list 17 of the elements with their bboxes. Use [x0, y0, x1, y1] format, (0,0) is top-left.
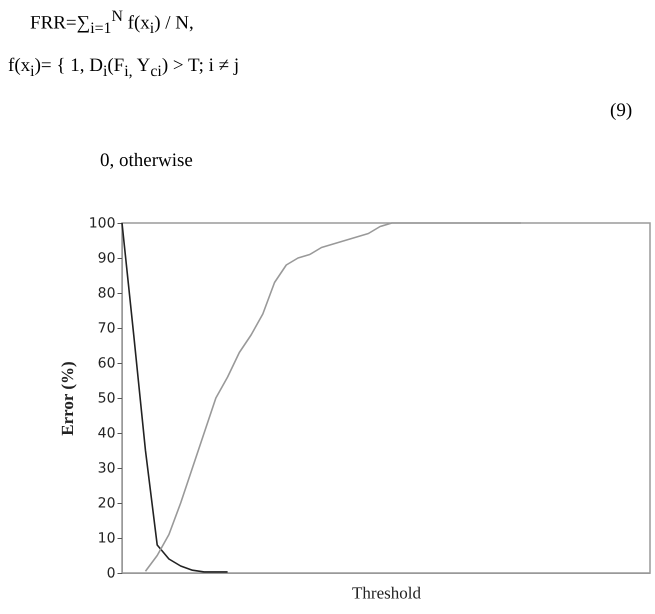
y-tick-label: 30	[98, 460, 116, 476]
y-tick-label: 0	[106, 566, 116, 582]
y-tick-label: 90	[98, 250, 116, 266]
text: 0, otherwise	[100, 150, 193, 172]
y-axis-title: Error (%)	[58, 361, 77, 436]
y-tick-label: 20	[98, 496, 116, 512]
text: (9)	[610, 100, 632, 122]
y-tick-label: 50	[98, 390, 116, 406]
text: FRR=∑$_{i=1}$$^{N}$ f(x$_{i}$) / N,	[30, 8, 194, 38]
y-tick-label: 80	[98, 286, 116, 302]
y-tick-label: 10	[98, 530, 116, 546]
y-tick-label: 70	[98, 320, 116, 336]
y-tick-label: 40	[98, 426, 116, 442]
y-tick-label: 60	[98, 356, 116, 372]
x-axis-title: Threshold	[352, 584, 422, 602]
text: f(x$_{i}$)= { 1, D$_{i}$(F$_{i,}$ Y$_{ci}$) > T; i ≠ j	[8, 55, 240, 80]
y-tick-label: 100	[88, 216, 116, 232]
